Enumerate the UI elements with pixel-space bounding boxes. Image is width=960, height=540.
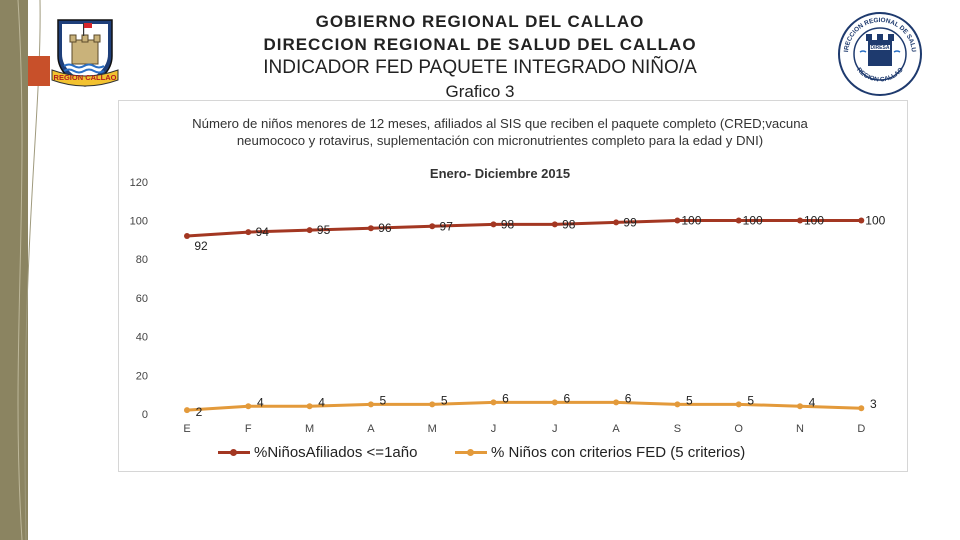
series-line-2 (186, 400, 862, 412)
data-label: 5 (441, 393, 448, 407)
x-tick-label: J (491, 423, 497, 435)
y-tick-label: 100 (130, 216, 148, 228)
legend-swatch-series-1 (218, 449, 250, 456)
svg-text:DIRESA: DIRESA (871, 45, 890, 51)
data-point (306, 227, 313, 234)
data-label: 95 (317, 223, 331, 237)
chart-subtitle: Enero- Diciembre 2015 (429, 166, 571, 181)
data-point (551, 221, 558, 228)
band-lines (17, 0, 41, 540)
y-tick-label: 120 (130, 177, 148, 189)
x-tick-label: E (183, 423, 190, 435)
data-label: 100 (804, 214, 824, 228)
data-point (858, 217, 865, 224)
data-point (797, 403, 803, 410)
data-point (797, 217, 803, 224)
x-tick-label: O (734, 423, 743, 435)
data-label: 4 (257, 395, 264, 409)
data-label: 4 (809, 395, 816, 409)
data-point (429, 223, 436, 230)
data-point (490, 221, 497, 228)
data-point (735, 401, 742, 408)
legend-item-series-2: % Niños con criterios FED (5 criterios) (455, 444, 745, 461)
legend-label-series-1: %NiñosAfiliados <=1año (254, 444, 418, 461)
data-label: 98 (501, 217, 515, 231)
data-point (674, 401, 681, 408)
data-label: 100 (743, 214, 763, 228)
data-label: 98 (562, 217, 576, 231)
x-tick-label: F (245, 423, 252, 435)
chart-frame (118, 100, 908, 472)
data-point (184, 407, 190, 414)
y-tick-label: 0 (142, 409, 148, 421)
data-point (490, 399, 497, 406)
region-callao-logo: REGION CALLAO (50, 14, 120, 90)
data-label: 97 (440, 219, 454, 233)
y-tick-label: 80 (136, 254, 148, 266)
data-point (306, 403, 313, 410)
data-label: 100 (681, 214, 701, 228)
data-label: 4 (318, 395, 325, 409)
x-tick-label: M (305, 423, 314, 435)
data-point (184, 232, 190, 239)
legend-label-series-2: % Niños con criterios FED (5 criterios) (491, 444, 746, 461)
y-tick-label: 60 (136, 293, 148, 305)
data-label: 100 (865, 214, 885, 228)
x-tick-label: A (612, 423, 620, 435)
data-label: 6 (563, 391, 570, 405)
header-line-2: DIRECCION REGIONAL DE SALUD DEL CALLAO (263, 35, 697, 54)
diresa-callao-seal: DIRECCION REGIONAL DE SALUD REGION CALLA… (834, 5, 924, 98)
x-tick-label: S (674, 423, 681, 435)
data-label: 94 (256, 225, 270, 239)
data-point (858, 405, 865, 412)
header-line-4: Grafico 3 (445, 82, 515, 101)
data-label: 3 (870, 397, 877, 411)
x-tick-label: N (796, 423, 804, 435)
x-tick-label: M (428, 423, 437, 435)
data-label: 5 (686, 393, 693, 407)
x-tick-label: D (857, 423, 865, 435)
data-point (367, 225, 374, 232)
data-label: 5 (747, 393, 754, 407)
data-label: 99 (623, 215, 637, 229)
chart-title: Número de niños menores de 12 meses, afi… (192, 116, 808, 148)
x-tick-label: A (367, 423, 375, 435)
data-point (245, 403, 252, 410)
data-point (551, 399, 558, 406)
svg-text:REGION CALLAO: REGION CALLAO (54, 73, 117, 82)
data-point (735, 217, 742, 224)
header-line-3: INDICADOR FED PAQUETE INTEGRADO NIÑO/A (263, 57, 697, 78)
data-label: 6 (625, 391, 632, 405)
y-tick-label: 40 (136, 332, 148, 344)
data-point (367, 401, 374, 408)
data-label: 5 (380, 393, 387, 407)
y-tick-label: 20 (136, 370, 148, 382)
x-tick-label: J (552, 423, 558, 435)
data-label: 92 (194, 239, 208, 253)
data-point (613, 399, 620, 406)
data-label: 6 (502, 391, 509, 405)
header-line-1: GOBIERNO REGIONAL DEL CALLAO (315, 12, 645, 31)
series-line-1 (186, 219, 862, 238)
data-point (613, 219, 620, 226)
left-decorative-band (0, 0, 41, 540)
legend-swatch-series-2 (455, 449, 487, 456)
data-label: 2 (196, 405, 203, 419)
data-label: 96 (378, 221, 392, 235)
legend-item-series-1: %NiñosAfiliados <=1año (218, 444, 417, 461)
data-point (429, 401, 436, 408)
data-point (245, 229, 252, 236)
data-point (674, 217, 681, 224)
